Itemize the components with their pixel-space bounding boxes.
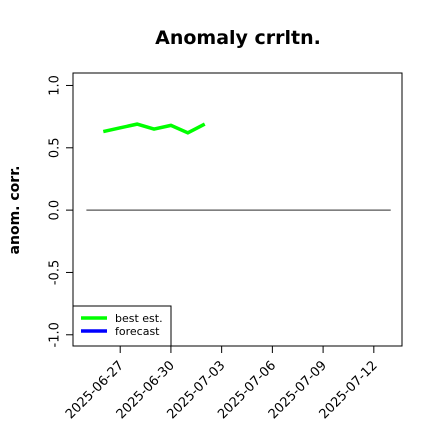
y-tick-label: 0.0 [48, 200, 63, 221]
y-tick-label: -0.5 [48, 260, 63, 285]
y-tick-label: 1.0 [48, 75, 63, 96]
chart-title: Anomaly crrltn. [155, 27, 321, 49]
series-line [102, 122, 206, 135]
y-axis-label: anom. corr. [7, 166, 23, 255]
y-tick-label: 0.5 [48, 137, 63, 158]
legend-box [72, 305, 172, 347]
legend-label: best est. [115, 312, 163, 325]
y-tick-label: -1.0 [48, 322, 63, 347]
legend-label: forecast [115, 325, 160, 338]
plot-frame [72, 72, 403, 347]
